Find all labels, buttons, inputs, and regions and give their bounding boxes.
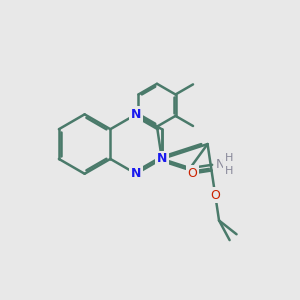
Text: H: H — [225, 153, 233, 163]
Text: H: H — [225, 166, 233, 176]
Text: N: N — [131, 108, 141, 121]
Text: O: O — [210, 189, 220, 202]
Text: N: N — [131, 167, 141, 180]
Text: N: N — [216, 158, 225, 171]
Text: N: N — [157, 152, 167, 165]
Text: O: O — [188, 167, 197, 180]
